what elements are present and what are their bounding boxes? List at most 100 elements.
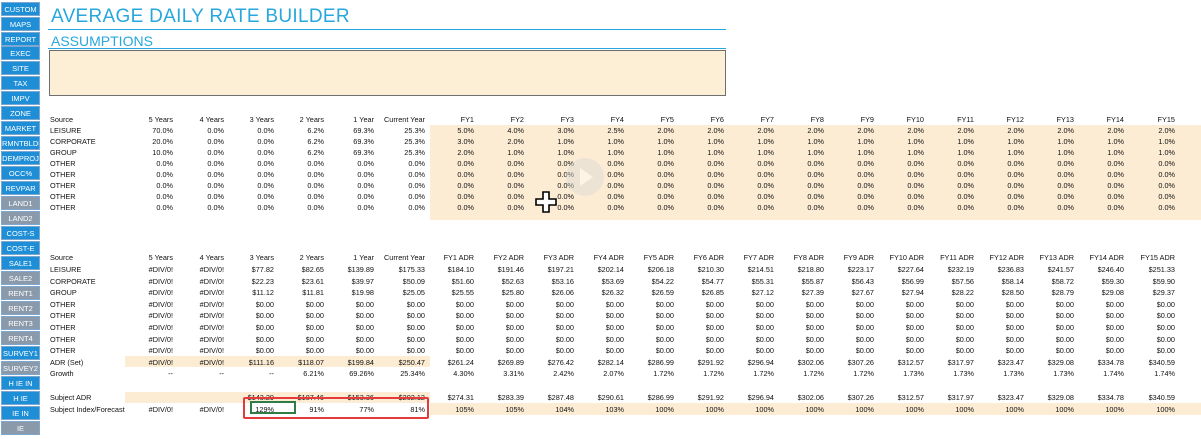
subject-adr-row-cell[interactable]: $283.39: [497, 393, 524, 402]
growth-row-cell[interactable]: 2.0%: [1107, 126, 1124, 135]
growth-row-cell[interactable]: 0.0%: [807, 203, 824, 212]
adr-row-cell[interactable]: $50.09: [402, 276, 425, 286]
subject-index-row-cell[interactable]: #DIV/0!: [148, 405, 173, 414]
adr-row-cell[interactable]: $53.16: [551, 276, 574, 286]
subject-adr-row-cell[interactable]: $340.59: [1148, 393, 1175, 402]
adr-row-cell[interactable]: $0.00: [955, 346, 974, 356]
growth-row-cell[interactable]: 0.0%: [857, 192, 874, 201]
growth-header-label[interactable]: Source: [50, 115, 74, 124]
subject-adr-row-label[interactable]: Subject ADR: [50, 393, 92, 402]
adr-set-row-cell[interactable]: $312.57: [897, 357, 924, 367]
growth-header-cell[interactable]: FY15: [1157, 115, 1175, 124]
growth-header-cell[interactable]: Current Year: [384, 115, 425, 124]
growth-row-cell[interactable]: 0.0%: [657, 192, 674, 201]
adr-row-cell[interactable]: $0.00: [355, 299, 374, 309]
adr-row-cell[interactable]: $58.72: [1051, 276, 1074, 286]
adr-row-cell[interactable]: $52.63: [501, 276, 524, 286]
sheet-tab-sale2[interactable]: SALE2: [1, 271, 40, 285]
adr-row-cell[interactable]: $0.00: [905, 346, 924, 356]
subject-adr-row-cell[interactable]: $307.26: [847, 393, 874, 402]
growth-rate-row-cell[interactable]: 1.74%: [1154, 369, 1175, 379]
growth-rate-row-cell[interactable]: 1.72%: [653, 369, 674, 379]
adr-row-cell[interactable]: $0.00: [855, 323, 874, 332]
adr-row-cell[interactable]: $0.00: [1005, 334, 1024, 344]
growth-row-cell[interactable]: 0.0%: [907, 170, 924, 179]
adr-row-cell[interactable]: $0.00: [455, 323, 474, 332]
selected-cell[interactable]: [250, 401, 296, 414]
adr-row-cell[interactable]: $0.00: [406, 299, 425, 309]
adr-header-cell[interactable]: 5 Years: [148, 253, 173, 262]
adr-row-cell[interactable]: $0.00: [255, 311, 274, 321]
growth-row-cell[interactable]: 0.0%: [857, 159, 874, 168]
adr-header-cell[interactable]: FY10 ADR: [889, 253, 924, 262]
growth-row-cell[interactable]: 0.0%: [957, 181, 974, 190]
growth-rate-row-cell[interactable]: 1.73%: [903, 369, 924, 379]
adr-row-cell[interactable]: $0.00: [955, 334, 974, 344]
growth-header-cell[interactable]: FY8: [810, 115, 824, 124]
adr-row-cell[interactable]: $59.90: [1152, 276, 1175, 286]
adr-row-cell[interactable]: $19.98: [351, 288, 374, 298]
growth-rate-row-cell[interactable]: 1.73%: [1053, 369, 1074, 379]
adr-row-cell[interactable]: $232.19: [947, 265, 974, 274]
adr-header-cell[interactable]: FY15 ADR: [1140, 253, 1175, 262]
subject-index-row-cell[interactable]: 100%: [755, 405, 774, 414]
growth-row-cell[interactable]: 0.0%: [607, 181, 624, 190]
sheet-tab-sale1[interactable]: SALE1: [1, 256, 40, 270]
adr-row-cell[interactable]: $0.00: [255, 346, 274, 356]
growth-row-cell[interactable]: 0.0%: [507, 159, 524, 168]
sheet-tab-land2[interactable]: LAND2: [1, 211, 40, 225]
growth-row-cell[interactable]: 0.0%: [1158, 159, 1175, 168]
adr-row-cell[interactable]: $0.00: [505, 346, 524, 356]
adr-set-row-cell[interactable]: #DIV/0!: [148, 357, 173, 367]
adr-row-cell[interactable]: $0.00: [505, 311, 524, 321]
adr-row-cell[interactable]: $53.69: [601, 276, 624, 286]
subject-adr-row-cell[interactable]: [125, 392, 173, 403]
growth-row-cell[interactable]: 0.0%: [1007, 170, 1024, 179]
adr-row-cell[interactable]: $0.00: [605, 334, 624, 344]
adr-row-cell[interactable]: $29.08: [1101, 288, 1124, 298]
adr-row-cell[interactable]: $0.00: [1005, 299, 1024, 309]
growth-row-cell[interactable]: 0.0%: [1107, 170, 1124, 179]
growth-header-cell[interactable]: 4 Years: [199, 115, 224, 124]
growth-row-cell[interactable]: 0.0%: [1107, 203, 1124, 212]
growth-row-cell[interactable]: 0.0%: [807, 159, 824, 168]
growth-row-cell[interactable]: 0.0%: [307, 159, 324, 168]
subject-adr-row-cell[interactable]: $329.08: [1047, 393, 1074, 402]
adr-row-cell[interactable]: $0.00: [505, 299, 524, 309]
adr-row-cell[interactable]: $25.05: [402, 288, 425, 298]
sheet-tab-cost-s[interactable]: COST-S: [1, 226, 40, 240]
subject-adr-row-cell[interactable]: $291.92: [697, 393, 724, 402]
growth-header-cell[interactable]: FY9: [860, 115, 874, 124]
sheet-tab-rent2[interactable]: RENT2: [1, 301, 40, 315]
adr-row-cell[interactable]: $214.51: [747, 265, 774, 274]
adr-row-cell[interactable]: $51.60: [451, 276, 474, 286]
adr-row-cell[interactable]: $54.22: [651, 276, 674, 286]
growth-row-cell[interactable]: 0.0%: [257, 170, 274, 179]
adr-row-cell[interactable]: #DIV/0!: [148, 299, 173, 309]
growth-header-cell[interactable]: FY13: [1056, 115, 1074, 124]
adr-row-cell[interactable]: $0.00: [705, 334, 724, 344]
growth-header-cell[interactable]: FY5: [660, 115, 674, 124]
growth-row-cell[interactable]: 6.2%: [307, 126, 324, 135]
adr-row-cell[interactable]: $0.00: [805, 346, 824, 356]
adr-row-cell[interactable]: #DIV/0!: [199, 311, 224, 321]
growth-header-cell[interactable]: FY2: [510, 115, 524, 124]
adr-row-cell[interactable]: $0.00: [755, 334, 774, 344]
growth-row-cell[interactable]: 1.0%: [657, 148, 674, 157]
growth-row-cell[interactable]: 0.0%: [257, 181, 274, 190]
growth-row-cell[interactable]: 2.0%: [807, 126, 824, 135]
adr-row-cell[interactable]: $0.00: [305, 299, 324, 309]
growth-row-cell[interactable]: 1.0%: [857, 137, 874, 146]
adr-set-row-cell[interactable]: $302.06: [797, 357, 824, 367]
growth-rate-row-cell[interactable]: --: [219, 369, 224, 379]
growth-row-cell[interactable]: 0.0%: [1158, 203, 1175, 212]
adr-row-cell[interactable]: $0.00: [505, 334, 524, 344]
subject-index-row-cell[interactable]: 100%: [955, 405, 974, 414]
growth-row-cell[interactable]: 20.0%: [152, 137, 173, 146]
adr-set-row-label[interactable]: ADR (Set): [50, 357, 84, 367]
adr-row-cell[interactable]: $210.30: [697, 265, 724, 274]
sheet-tab-custom[interactable]: CUSTOM: [1, 2, 40, 16]
adr-row-cell[interactable]: $0.00: [455, 346, 474, 356]
subject-index-row-cell[interactable]: 77%: [359, 405, 374, 414]
adr-header-cell[interactable]: FY5 ADR: [643, 253, 674, 262]
